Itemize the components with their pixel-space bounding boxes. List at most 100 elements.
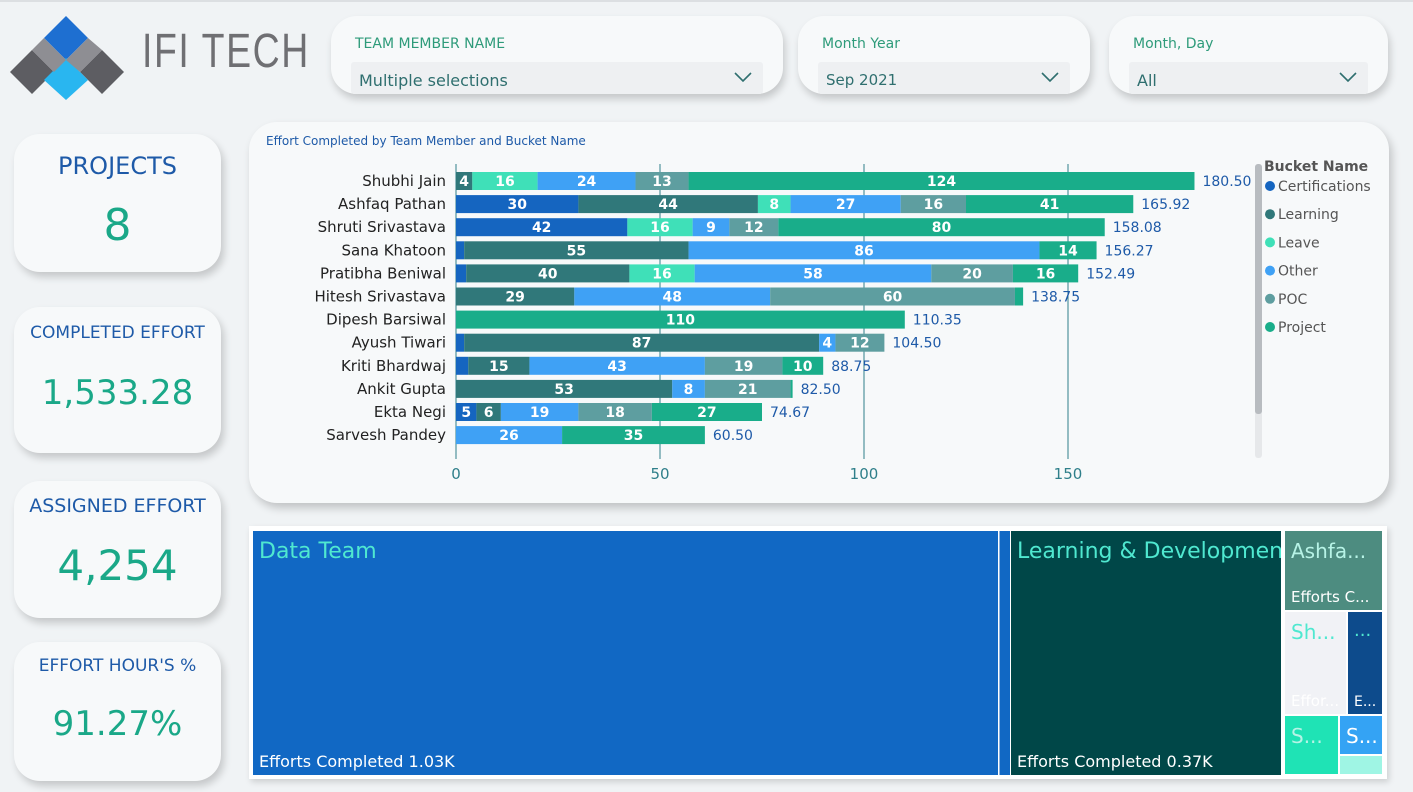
treemap-tile[interactable]: Data Team Efforts Completed 1.03K: [253, 531, 998, 775]
bar-data-label: 41: [1040, 197, 1059, 213]
bar-segment: [578, 195, 758, 214]
bar-data-label: 58: [803, 266, 822, 282]
chevron-down-icon: [734, 72, 752, 83]
bar-segment: [692, 218, 730, 237]
month-day-dropdown-value: All: [1137, 71, 1157, 90]
bar-segment: [688, 172, 1195, 190]
completed-effort-card: COMPLETED EFFORT 1,533.28: [14, 307, 221, 453]
logo-mark-icon: [10, 16, 124, 100]
bar-segment: [456, 241, 465, 260]
bar-data-label: 27: [697, 405, 716, 421]
x-tick-label: 100: [850, 465, 879, 483]
total-label: 110.35: [913, 313, 962, 329]
treemap-tile-value: Efforts C...: [1291, 588, 1370, 606]
bar-data-label: 40: [538, 266, 558, 282]
bar-segment: [704, 379, 791, 398]
treemap-tile[interactable]: Learning & Development Efforts Completed …: [1011, 531, 1281, 775]
bar-data-label: 10: [793, 359, 813, 375]
month-year-dropdown[interactable]: Sep 2021: [818, 62, 1070, 94]
treemap-tile-value: Efforts Completed 0.37K: [1017, 752, 1213, 771]
bar-data-label: 8: [769, 197, 779, 213]
projects-title: PROJECTS: [58, 152, 177, 180]
bar-data-label: 14: [1058, 243, 1078, 259]
total-label: 138.75: [1031, 290, 1080, 306]
month-year-slicer: Month Year Sep 2021: [798, 16, 1090, 94]
month-day-slicer: Month, Day All: [1109, 16, 1388, 94]
bar-segment: [456, 379, 673, 398]
bar-data-label: 43: [607, 359, 626, 375]
bar-segment: [476, 403, 501, 421]
legend-marker: [1265, 237, 1275, 248]
treemap-tile[interactable]: Ashfa... Efforts C...: [1285, 531, 1382, 610]
bar-segment: [456, 333, 465, 352]
bar-data-label: 42: [532, 220, 551, 236]
total-label: 74.67: [770, 405, 810, 421]
bar-segment: [688, 241, 1040, 260]
total-label: 60.50: [713, 428, 753, 444]
bar-segment: [500, 403, 579, 421]
treemap-tile[interactable]: S...: [1340, 716, 1382, 754]
projects-value: 8: [103, 200, 132, 251]
treemap-tile-label: S...: [1346, 724, 1378, 748]
bar-segment: [464, 333, 820, 352]
total-label: 158.08: [1113, 220, 1162, 236]
total-label: 180.50: [1202, 174, 1251, 190]
bar-segment: [627, 218, 693, 237]
completed-effort-value: 1,533.28: [41, 373, 194, 413]
bar-data-label: 8: [684, 382, 694, 398]
bar-data-label: 16: [650, 220, 669, 236]
legend-label: Project: [1278, 320, 1326, 336]
bar-data-label: 35: [624, 428, 643, 444]
treemap-tile[interactable]: ... E...: [1348, 612, 1382, 714]
month-day-dropdown[interactable]: All: [1129, 62, 1368, 94]
bar-segment: [456, 172, 473, 190]
total-label: 82.50: [801, 382, 841, 398]
category-label: Dipesh Barsiwal: [326, 311, 446, 329]
bar-segment: [537, 172, 636, 190]
treemap-tile[interactable]: Sh... Effor...: [1285, 612, 1346, 714]
chart-title: Effort Completed by Team Member and Buck…: [266, 134, 586, 148]
treemap-tile-value: Effor...: [1291, 692, 1340, 710]
bar-data-label: 6: [484, 405, 494, 421]
category-label: Ayush Tiwari: [352, 334, 446, 352]
month-year-slicer-title: Month Year: [822, 36, 900, 52]
legend-scrollbar-thumb[interactable]: [1255, 164, 1262, 414]
effort-hours-title: EFFORT HOUR'S %: [38, 656, 197, 676]
bar-data-label: 24: [577, 174, 597, 190]
category-label: Ekta Negi: [374, 403, 446, 421]
effort-hours-value: 91.27%: [52, 704, 183, 744]
bar-data-label: 26: [499, 428, 518, 444]
bar-segment: [562, 426, 705, 445]
bar-data-label: 13: [652, 174, 671, 190]
bar-segment: [468, 356, 530, 375]
bar-segment: [456, 403, 477, 421]
bar-data-label: 21: [738, 382, 757, 398]
bar-segment: [1014, 287, 1024, 306]
assigned-effort-title: ASSIGNED EFFORT: [29, 495, 206, 517]
bar-segment: [629, 264, 695, 283]
bar-segment: [456, 426, 563, 445]
bar-data-label: 110: [666, 313, 695, 329]
chevron-down-icon: [1041, 72, 1059, 83]
treemap-tile-label: S...: [1291, 724, 1323, 748]
bar-data-label: 53: [554, 382, 573, 398]
bar-data-label: 19: [734, 359, 753, 375]
bar-segment: [966, 195, 1134, 214]
bar-segment: [456, 356, 469, 375]
treemap-tile-label: Sh...: [1291, 620, 1336, 644]
treemap-tile[interactable]: S...: [1285, 716, 1338, 774]
legend-label: Leave: [1278, 235, 1320, 251]
bar-data-label: 60: [883, 290, 903, 306]
bar-data-label: 29: [505, 290, 524, 306]
bar-segment: [757, 195, 791, 214]
logo-text: IFI TECH: [142, 25, 310, 78]
bar-data-label: 9: [706, 220, 716, 236]
team-member-dropdown[interactable]: Multiple selections: [351, 62, 763, 94]
x-tick-label: 50: [650, 465, 669, 483]
bar-data-label: 16: [1036, 266, 1055, 282]
bar-data-label: 30: [507, 197, 527, 213]
bar-segment: [456, 310, 905, 329]
legend-marker: [1265, 293, 1275, 304]
completed-effort-title: COMPLETED EFFORT: [30, 323, 205, 343]
category-label: Sana Khatoon: [342, 241, 446, 259]
